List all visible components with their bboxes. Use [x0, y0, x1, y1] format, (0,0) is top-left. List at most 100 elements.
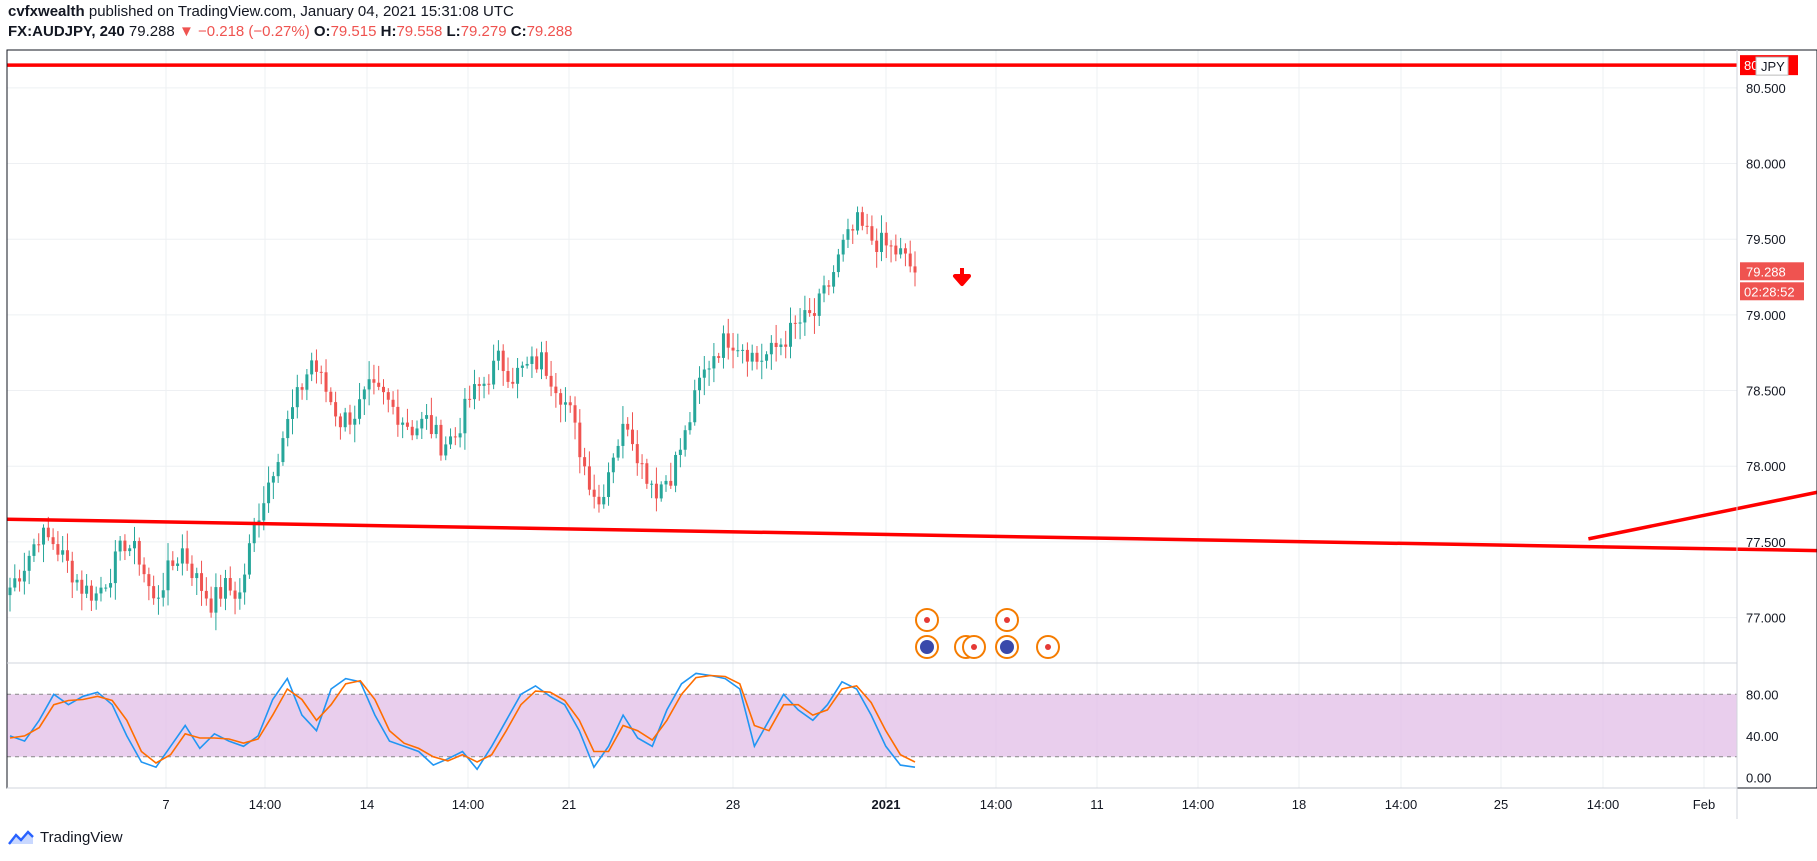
candle-down	[137, 540, 141, 565]
candle-up	[674, 454, 678, 486]
candle-up	[99, 587, 103, 594]
x-tick-label: 7	[162, 797, 169, 812]
candle-down	[587, 466, 591, 490]
event-dot-icon	[1004, 617, 1010, 623]
candle-down	[654, 483, 658, 499]
author-name[interactable]: cvfxwealth	[8, 3, 85, 20]
candle-down	[37, 544, 41, 546]
candle-down	[487, 383, 491, 385]
candle-up	[712, 356, 716, 369]
candle-down	[554, 386, 558, 394]
candle-up	[846, 229, 850, 240]
osc-y-tick-label: 80.00	[1746, 687, 1779, 702]
candle-down	[903, 248, 907, 254]
candle-up	[444, 444, 448, 456]
chart-frame	[6, 49, 1817, 819]
candle-up	[472, 384, 476, 400]
candle-down	[808, 310, 812, 314]
candle-down	[334, 402, 338, 417]
x-tick-label: 14:00	[1385, 797, 1418, 812]
globe-icon	[920, 640, 934, 654]
candle-down	[51, 537, 55, 545]
candle-down	[209, 598, 213, 613]
candle-down	[18, 578, 22, 582]
symbol-label: FX:AUDJPY, 240	[8, 23, 125, 40]
candle-up	[832, 272, 836, 287]
candle-down	[372, 379, 376, 383]
footer-logo[interactable]: TradingView	[8, 829, 123, 846]
candle-up	[449, 436, 453, 445]
candle-down	[429, 415, 433, 435]
candle-down	[324, 372, 328, 392]
candle-up	[257, 520, 261, 524]
x-tick-label: Feb	[1693, 797, 1715, 812]
candle-up	[879, 232, 883, 253]
y-tick-label: 79.500	[1746, 232, 1786, 247]
open-label: O:	[313, 23, 331, 40]
x-tick-label: 14:00	[249, 797, 282, 812]
candle-up	[243, 574, 247, 593]
candle-up	[707, 368, 711, 370]
y-tick-label: 80.000	[1746, 157, 1786, 172]
candle-down	[314, 360, 318, 372]
x-tick-label: 14:00	[452, 797, 485, 812]
candle-up	[741, 349, 745, 351]
candle-down	[70, 560, 74, 583]
y-tick-label: 77.500	[1746, 535, 1786, 550]
candle-up	[621, 423, 625, 446]
candle-up	[841, 239, 845, 255]
candle-down	[233, 590, 237, 599]
candle-down	[506, 371, 510, 382]
candle-up	[118, 540, 122, 552]
candle-up	[286, 418, 290, 439]
candle-up	[496, 350, 500, 361]
candle-down	[200, 573, 204, 591]
candle-up	[434, 424, 438, 435]
candle-up	[247, 543, 251, 575]
candle-down	[386, 392, 390, 400]
candle-down	[784, 344, 788, 347]
candles	[8, 206, 917, 631]
candle-up	[750, 352, 754, 362]
candle-down	[717, 356, 721, 358]
candle-down	[889, 245, 893, 247]
candle-up	[602, 496, 606, 505]
candle-up	[683, 430, 687, 450]
candle-up	[42, 527, 46, 545]
candle-up	[492, 360, 496, 385]
candle-up	[659, 484, 663, 499]
candle-up	[693, 390, 697, 423]
candle-up	[664, 480, 668, 485]
candle-down	[875, 240, 879, 253]
candle-down	[142, 564, 146, 575]
candle-up	[789, 322, 793, 347]
trend-line	[6, 517, 1817, 553]
candle-down	[89, 585, 93, 601]
x-tick-label: 21	[562, 797, 576, 812]
candle-down	[568, 402, 572, 406]
candle-down	[635, 444, 639, 464]
event-markers[interactable]	[915, 608, 1060, 659]
last-price-tag-text: 79.288	[1746, 264, 1786, 279]
candle-down	[583, 457, 587, 467]
candle-up	[161, 590, 165, 598]
candle-down	[65, 550, 69, 561]
candle-up	[401, 422, 405, 425]
candle-up	[291, 407, 295, 419]
high-label: H:	[380, 23, 397, 40]
candle-up	[463, 398, 467, 434]
down-arrow-icon	[953, 268, 971, 286]
candle-down	[477, 384, 481, 386]
open-value: 79.515	[330, 23, 377, 40]
event-dot-icon	[924, 617, 930, 623]
x-tick-label: 14:00	[1587, 797, 1620, 812]
publish-info: cvfxwealth published on TradingView.com,…	[8, 3, 514, 20]
chart-area[interactable]: 80.500 80.000 79.500 79.000 78.500 78.000 77.5…	[0, 0, 1817, 820]
candle-up	[563, 402, 567, 405]
candle-down	[501, 350, 505, 372]
candle-down	[544, 352, 548, 376]
candle-up	[803, 310, 807, 323]
candle-up	[362, 389, 366, 400]
x-tick-label: 2021	[872, 797, 901, 812]
candle-up	[252, 523, 256, 544]
